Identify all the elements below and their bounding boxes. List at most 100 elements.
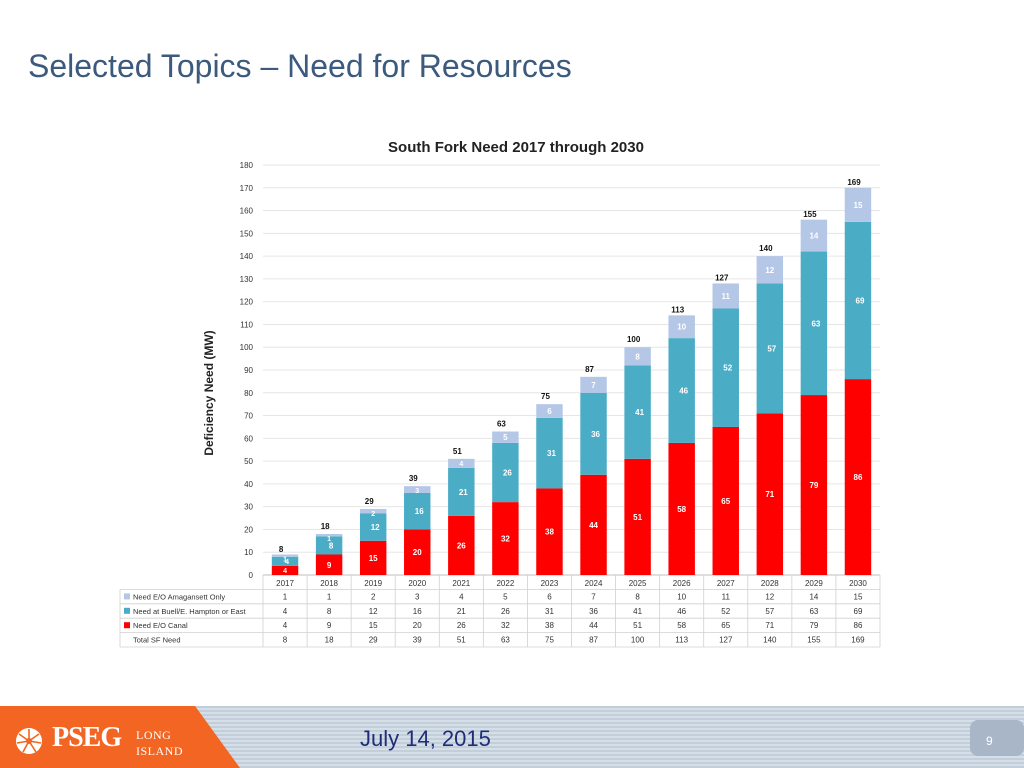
table-cell: 2 bbox=[371, 592, 376, 601]
table-cell: 4 bbox=[459, 592, 464, 601]
bar-segment bbox=[404, 529, 431, 575]
data-label: 58 bbox=[677, 505, 686, 514]
y-axis-label: Deficiency Need (MW) bbox=[202, 330, 216, 455]
y-tick-label: 90 bbox=[244, 366, 253, 375]
bar-segment bbox=[756, 413, 784, 575]
table-cell: 36 bbox=[589, 607, 598, 616]
data-label: 52 bbox=[723, 364, 732, 373]
y-tick-label: 50 bbox=[244, 457, 253, 466]
bar-segment bbox=[315, 554, 343, 575]
y-tick-label: 0 bbox=[249, 571, 254, 580]
bar-segment bbox=[800, 395, 828, 575]
table-cell: 65 bbox=[721, 621, 730, 630]
table-cell: 14 bbox=[809, 592, 818, 601]
bar-segment bbox=[624, 365, 651, 459]
y-tick-label: 80 bbox=[244, 389, 253, 398]
y-tick-label: 140 bbox=[240, 252, 254, 261]
bar-segment bbox=[712, 426, 739, 575]
table-cell: 113 bbox=[675, 636, 688, 645]
table-cell: 6 bbox=[547, 592, 552, 601]
data-label: 4 bbox=[283, 568, 287, 575]
data-label: 8 bbox=[329, 541, 334, 550]
bar-segment bbox=[359, 513, 387, 541]
data-label: 20 bbox=[413, 548, 422, 557]
table-cell: 127 bbox=[719, 636, 733, 645]
y-tick-label: 120 bbox=[240, 298, 254, 307]
table-cell: 8 bbox=[635, 592, 640, 601]
y-tick-label: 40 bbox=[244, 480, 253, 489]
data-label: 11 bbox=[722, 292, 731, 301]
table-cell: 41 bbox=[633, 607, 642, 616]
data-label: 51 bbox=[633, 513, 642, 522]
bar-segment bbox=[404, 493, 431, 530]
data-label: 32 bbox=[501, 535, 510, 544]
table-cell: 12 bbox=[765, 592, 774, 601]
total-label: 63 bbox=[497, 420, 506, 429]
table-cell: 140 bbox=[763, 636, 777, 645]
footer-band bbox=[0, 706, 1024, 768]
total-label: 113 bbox=[671, 306, 684, 315]
data-label: 7 bbox=[591, 381, 596, 390]
bar-segment bbox=[492, 431, 519, 443]
x-tick-label: 2018 bbox=[320, 579, 338, 588]
bar-segment bbox=[271, 556, 299, 566]
total-label: 29 bbox=[365, 497, 374, 506]
bar-segment bbox=[668, 315, 695, 339]
data-label: 9 bbox=[327, 561, 332, 570]
x-tick-label: 2028 bbox=[761, 579, 779, 588]
bar-segment bbox=[536, 417, 563, 489]
table-cell: 63 bbox=[809, 607, 818, 616]
table-cell: 79 bbox=[809, 621, 818, 630]
legend-swatch bbox=[124, 622, 130, 629]
total-label: 51 bbox=[453, 447, 462, 456]
table-cell: 4 bbox=[283, 607, 288, 616]
bar-segment bbox=[404, 486, 431, 493]
bar-segment bbox=[756, 283, 784, 414]
table-cell: 10 bbox=[677, 592, 686, 601]
legend-entry: Need at Buell/E. Hampton or East bbox=[133, 607, 246, 616]
table-cell: 21 bbox=[457, 607, 466, 616]
table-cell: 4 bbox=[283, 621, 288, 630]
x-tick-label: 2025 bbox=[629, 579, 647, 588]
bar-segment bbox=[492, 442, 519, 503]
total-label: 18 bbox=[321, 522, 330, 531]
legend-entry: Need E/O Canal bbox=[133, 621, 188, 630]
x-tick-label: 2019 bbox=[364, 579, 382, 588]
total-label: 8 bbox=[279, 545, 284, 554]
table-cell: 71 bbox=[765, 621, 774, 630]
stacked-bar-chart: South Fork Need 2017 through 2030 Defici… bbox=[119, 139, 881, 648]
table-cell: 46 bbox=[677, 607, 686, 616]
table-cell: 12 bbox=[369, 607, 378, 616]
y-tick-label: 110 bbox=[240, 320, 253, 329]
y-tick-label: 170 bbox=[240, 184, 254, 193]
total-label: 39 bbox=[409, 474, 418, 483]
bar-segment bbox=[712, 283, 739, 309]
bar-segment bbox=[668, 442, 695, 575]
bar-segment bbox=[624, 458, 651, 575]
legend-swatch bbox=[124, 607, 130, 614]
x-tick-label: 2024 bbox=[585, 579, 603, 588]
bar-segment bbox=[492, 502, 519, 575]
data-label: 71 bbox=[765, 490, 774, 499]
table-cell: 8 bbox=[327, 607, 332, 616]
bar-segment bbox=[756, 256, 784, 284]
bar-segment bbox=[359, 508, 387, 514]
table-cell: 8 bbox=[283, 636, 288, 645]
total-label: 155 bbox=[803, 210, 817, 219]
data-label: 21 bbox=[459, 488, 468, 497]
table-cell: 9 bbox=[327, 621, 332, 630]
data-label: 38 bbox=[545, 528, 554, 537]
table-cell: 58 bbox=[677, 621, 686, 630]
y-tick-label: 70 bbox=[244, 412, 253, 421]
bar-segment bbox=[668, 338, 695, 443]
bar-segment bbox=[536, 488, 563, 575]
bar-segment bbox=[315, 536, 343, 555]
bar-segment bbox=[800, 251, 828, 396]
table-cell: 51 bbox=[457, 636, 466, 645]
table-cell: 39 bbox=[413, 636, 422, 645]
logo-sub-island: ISLAND bbox=[136, 744, 183, 758]
table-cell: 7 bbox=[591, 592, 596, 601]
table-cell: 1 bbox=[283, 592, 288, 601]
x-tick-label: 2022 bbox=[496, 579, 514, 588]
y-tick-label: 100 bbox=[240, 343, 254, 352]
